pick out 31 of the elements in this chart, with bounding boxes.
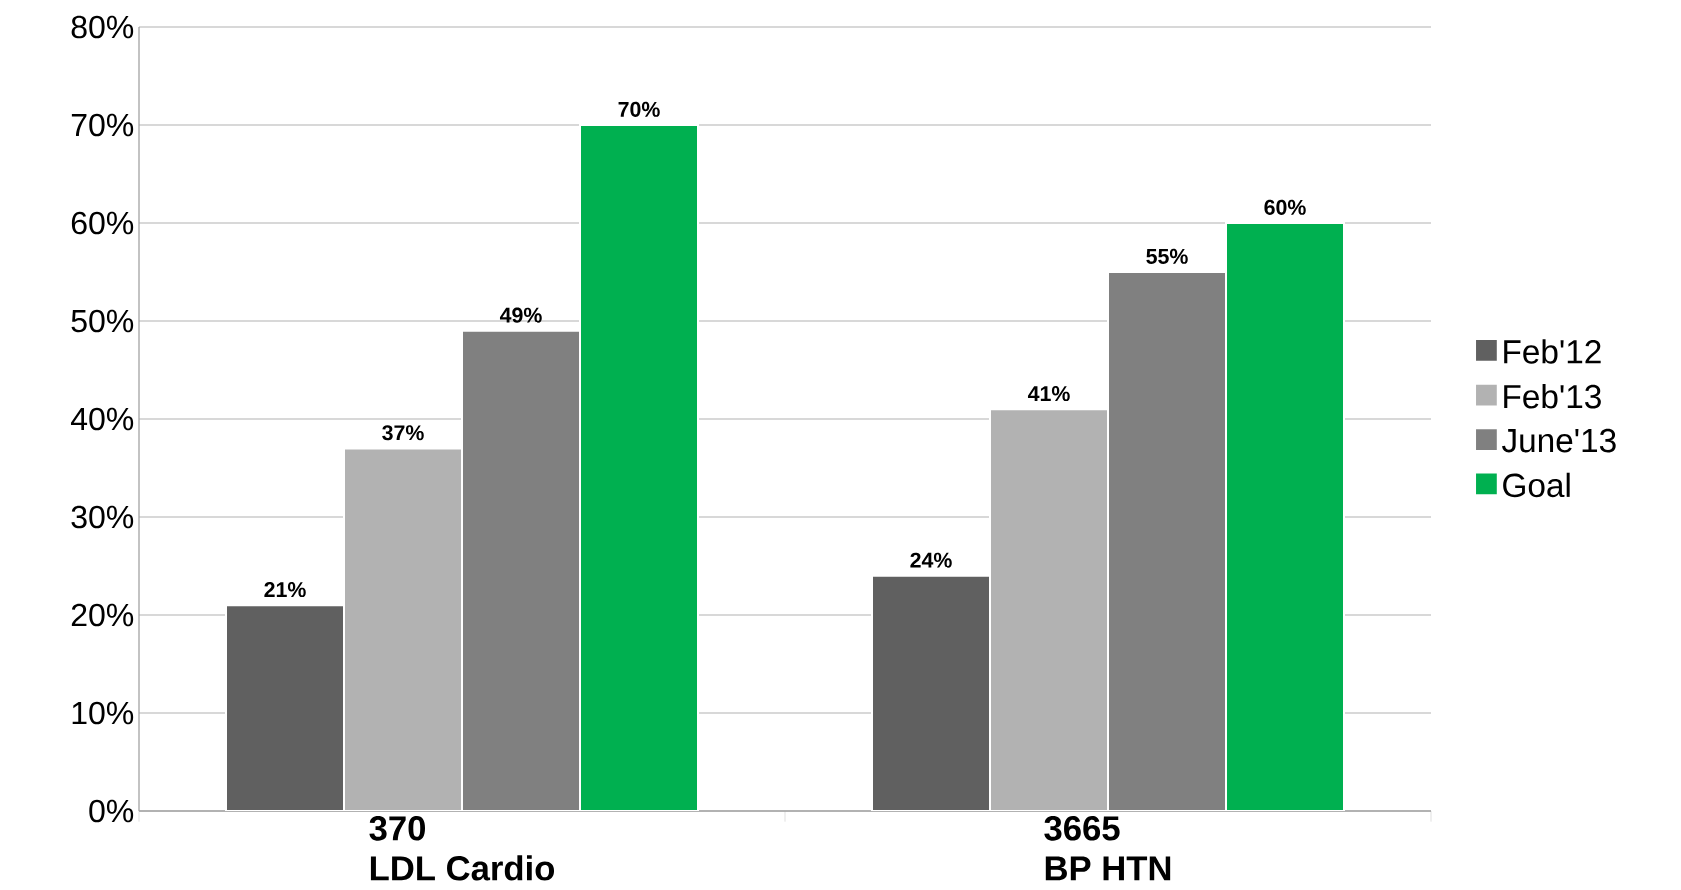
y-tick-label: 10%: [72, 701, 134, 725]
legend-label: Feb'12: [1504, 339, 1601, 364]
data-label: 60%: [1264, 199, 1306, 215]
data-label: 49%: [499, 307, 542, 323]
y-tick-label: 40%: [70, 407, 134, 431]
y-tick-label: 30%: [71, 505, 134, 529]
bar: [579, 124, 700, 811]
data-label: 21%: [264, 582, 306, 598]
x-tick-label: LDL Cardio: [370, 855, 555, 881]
legend-label: Feb'13: [1504, 383, 1601, 409]
data-label: 55%: [1146, 248, 1188, 264]
y-tick-label: 70%: [71, 113, 134, 137]
bar: [461, 329, 582, 811]
text: 370: [369, 816, 426, 841]
bar: [1225, 222, 1346, 811]
legend-label: June'13: [1501, 428, 1616, 453]
data-label: 37%: [382, 425, 424, 441]
y-tick-label: 20%: [71, 603, 134, 627]
y-tick-label: 60%: [71, 211, 134, 235]
data-label: 70%: [618, 101, 660, 117]
y-tick-label: 0%: [89, 799, 134, 823]
legend-label: Goal: [1503, 472, 1570, 498]
y-tick-label: 50%: [71, 309, 134, 333]
text: 3665: [1044, 816, 1120, 841]
bar: [225, 604, 346, 811]
data-label: 41%: [1027, 386, 1070, 402]
bar: [1107, 271, 1228, 811]
x-tick-label: BP HTN: [1045, 856, 1171, 881]
y-tick-label: 80%: [71, 15, 134, 39]
data-label: 24%: [910, 552, 952, 568]
bar: [871, 574, 992, 811]
